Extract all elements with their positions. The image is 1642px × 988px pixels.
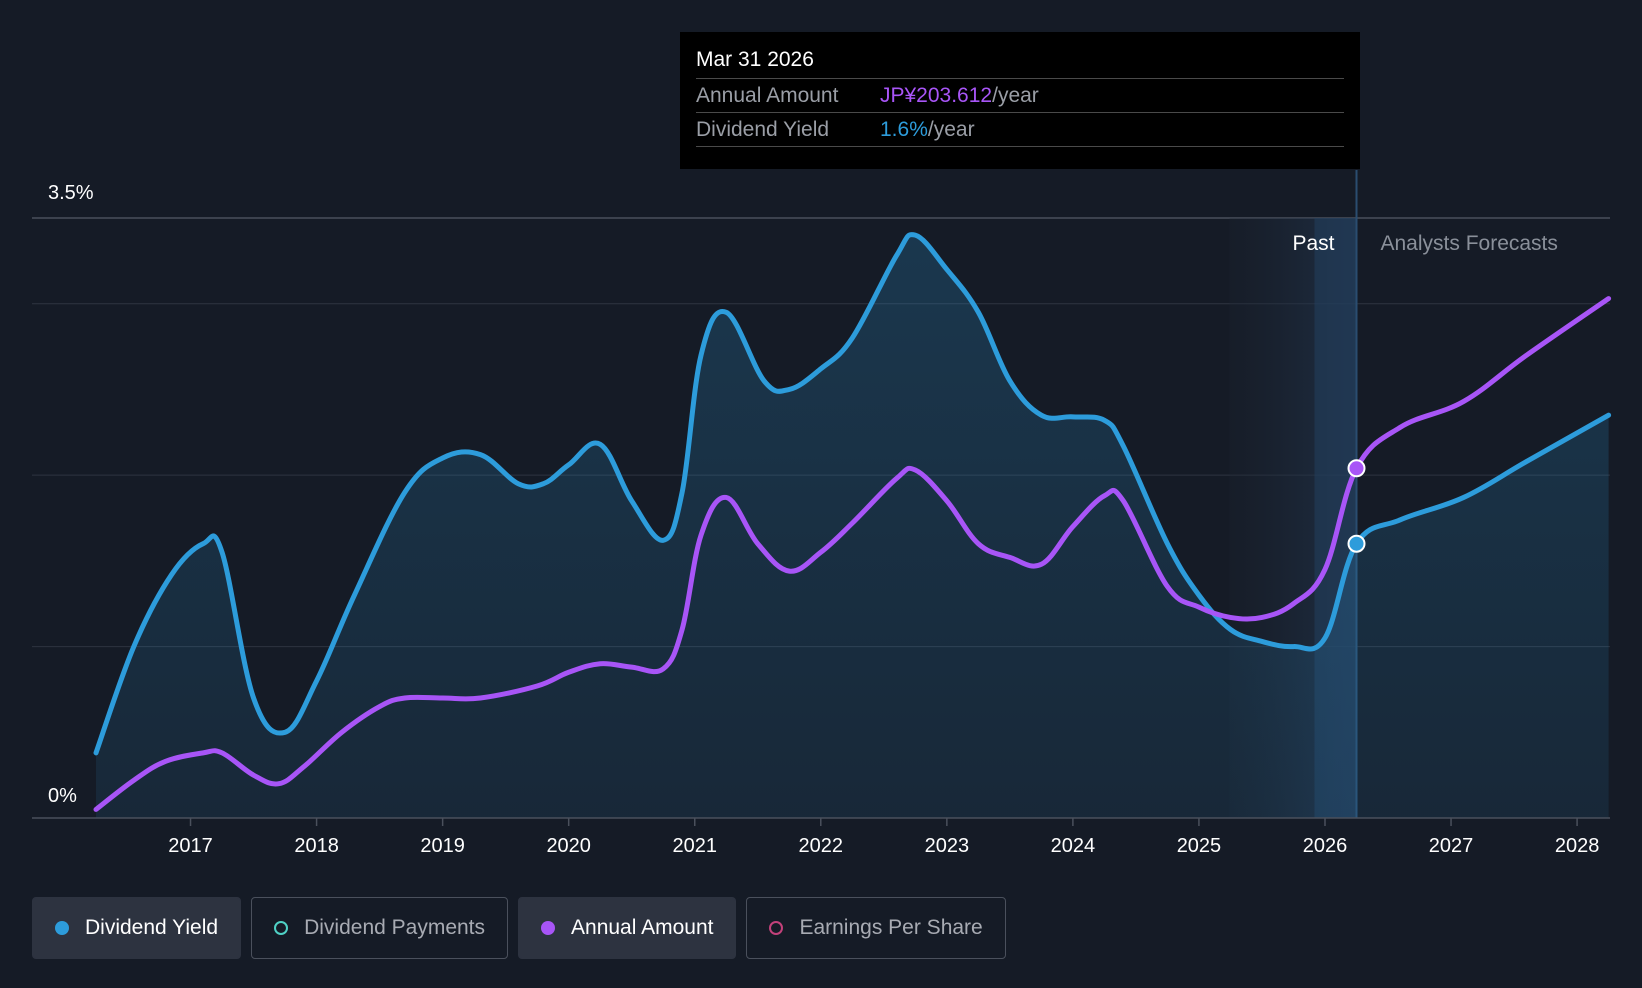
tooltip-label: Annual Amount bbox=[696, 84, 839, 107]
x-tick-label: 2024 bbox=[1051, 835, 1096, 857]
tooltip-value: JP¥203.612 bbox=[880, 84, 993, 107]
legend-dividend-yield[interactable]: Dividend Yield bbox=[32, 897, 242, 959]
dividend-yield-marker bbox=[1347, 534, 1366, 553]
x-tick-label: 2020 bbox=[546, 835, 591, 857]
legend-earnings-per-share[interactable]: Earnings Per Share bbox=[746, 897, 1006, 959]
y-tick-label-max: 3.5% bbox=[48, 182, 94, 204]
tooltip-unit: /year bbox=[992, 84, 1039, 107]
forecast-label: Analysts Forecasts bbox=[1381, 232, 1558, 255]
x-tick-label: 2017 bbox=[168, 835, 213, 857]
annual-amount-line bbox=[93, 296, 1612, 812]
chart-tooltip: Mar 31 2026 Annual Amount JP¥203.612 /ye… bbox=[680, 32, 1360, 169]
tooltip-unit: /year bbox=[927, 118, 975, 141]
tooltip-value: 1.6% bbox=[880, 118, 928, 141]
x-tick-label: 2021 bbox=[672, 835, 717, 857]
legend-annual-amount[interactable]: Annual Amount bbox=[518, 897, 737, 959]
legend-label: Earnings Per Share bbox=[799, 916, 983, 939]
x-tick-label: 2023 bbox=[925, 835, 970, 857]
filled-dot-icon bbox=[541, 921, 556, 935]
hollow-dot-icon bbox=[769, 921, 784, 935]
hollow-dot-icon bbox=[274, 921, 289, 935]
x-tick-label: 2022 bbox=[799, 835, 844, 857]
legend-label: Dividend Yield bbox=[85, 916, 219, 939]
filled-dot-icon bbox=[55, 921, 69, 935]
annual-amount-marker bbox=[1347, 459, 1366, 478]
axes: 2017 2018 2019 2020 2021 2022 2023 2024 2025 2026… bbox=[32, 182, 1610, 857]
tooltip-date: Mar 31 2026 bbox=[696, 48, 814, 71]
x-tick-label: 2019 bbox=[420, 835, 465, 857]
x-tick-label: 2026 bbox=[1303, 835, 1348, 857]
x-tick-label: 2027 bbox=[1429, 835, 1474, 857]
x-tick-label: 2028 bbox=[1555, 835, 1600, 857]
past-label: Past bbox=[1292, 232, 1334, 255]
past-forecast-regions: Past Analysts Forecasts bbox=[1229, 170, 1558, 818]
x-tick-label: 2018 bbox=[294, 835, 339, 857]
x-tick-label: 2025 bbox=[1177, 835, 1222, 857]
y-tick-label-min: 0% bbox=[48, 785, 77, 807]
chart-legend: Dividend Yield Dividend Payments Annual … bbox=[32, 897, 1006, 961]
legend-label: Dividend Payments bbox=[304, 916, 486, 939]
tooltip-label: Dividend Yield bbox=[696, 118, 830, 141]
legend-dividend-payments[interactable]: Dividend Payments bbox=[251, 897, 509, 959]
dividend-yield-line bbox=[93, 232, 1612, 756]
series-lines bbox=[93, 232, 1612, 819]
tooltip-row-annual-amount: Annual Amount JP¥203.612 /year bbox=[696, 78, 1344, 112]
tooltip-row-dividend-yield: Dividend Yield 1.6% /year bbox=[696, 112, 1344, 147]
legend-label: Annual Amount bbox=[571, 916, 714, 939]
